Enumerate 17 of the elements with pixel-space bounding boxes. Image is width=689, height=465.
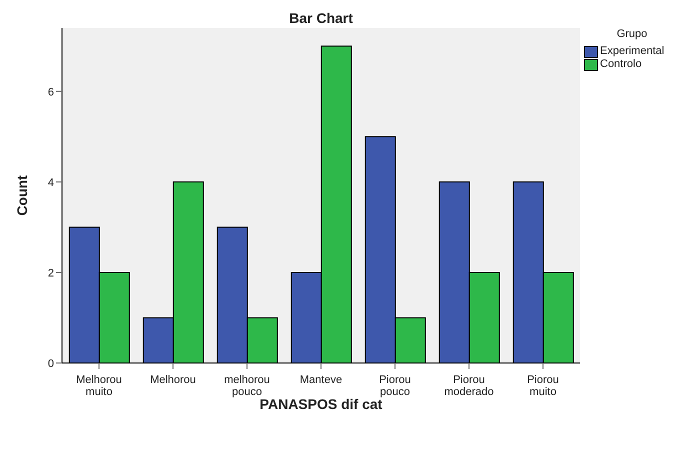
x-tick-label: Manteve [300,374,342,386]
x-tick-label: Piorou pouco [379,374,411,398]
chart-title: Bar Chart [288,10,354,26]
legend-label: Controlo [600,58,642,71]
legend-label: Experimental [600,45,664,58]
x-tick-label: melhorou pouco [224,374,270,398]
x-axis-title: PANASPOS dif cat [260,396,383,412]
x-tick-label: Melhorou muito [76,374,122,398]
y-tick-label: 2 [48,267,54,280]
x-tick-label: Piorou muito [527,374,559,398]
y-tick-label: 0 [48,358,54,370]
legend-title: Grupo [616,28,648,41]
y-tick-label: 4 [48,176,54,189]
x-tick-label: Melhorou [150,374,196,386]
y-axis-title: Count [14,174,30,216]
y-tick-label: 6 [48,86,54,98]
x-tick-label: Piorou moderado [444,374,494,398]
